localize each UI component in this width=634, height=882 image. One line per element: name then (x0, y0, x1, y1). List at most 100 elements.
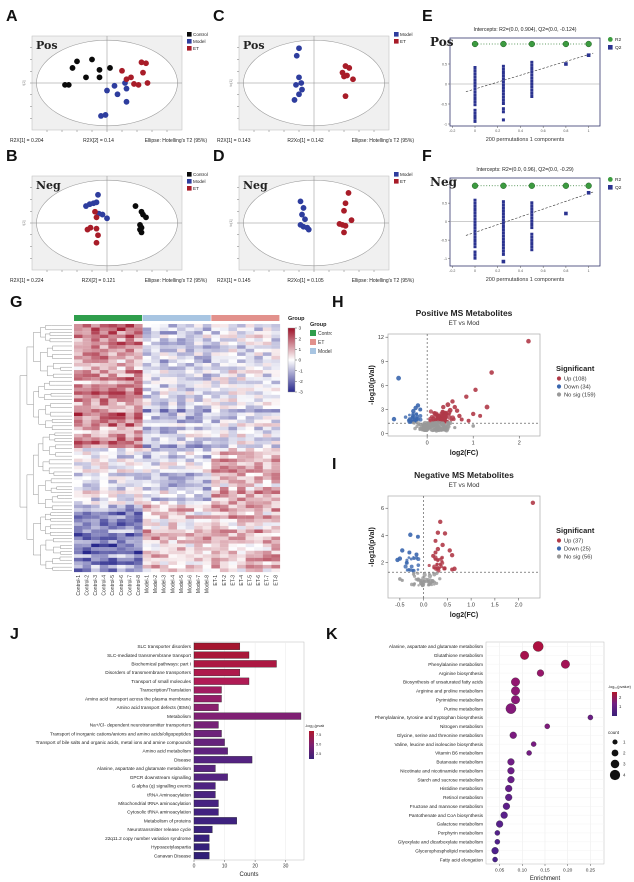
svg-text:1.0: 1.0 (467, 603, 475, 609)
svg-text:Model: Model (400, 172, 413, 177)
panel-E: E Intercepts: R2=(0.0, 0.904), Q2=(0.0, … (422, 8, 632, 148)
svg-text:Cytosolic tRNA aminoacylation: Cytosolic tRNA aminoacylation (127, 810, 191, 815)
svg-text:R2Xo[1] = 0.142: R2Xo[1] = 0.142 (287, 138, 323, 144)
svg-text:Negative MS Metabolites: Negative MS Metabolites (414, 470, 514, 480)
svg-text:1.5: 1.5 (491, 603, 499, 609)
panel-letter-J: J (10, 626, 19, 643)
panel-A: A Pos t[2] Control Model ET R2X[1] = 0.204 R2X… (6, 8, 211, 148)
panel-B-chart: Neg t[2] Control Model ET R2X[1] = 0.224 R2X[2… (10, 172, 208, 284)
svg-text:Control-5: Control-5 (110, 575, 116, 596)
svg-text:Mitochondrial tRNA aminoacylat: Mitochondrial tRNA aminoacylation (118, 801, 191, 806)
svg-text:Fatty acid elongation: Fatty acid elongation (440, 857, 484, 862)
svg-text:Nicotinate and nicotinamide me: Nicotinate and nicotinamide metabolism (400, 768, 483, 773)
panel-F-chart: Intercepts: R2=(0.0, 0.96), Q2=(0.0, -0.… (430, 167, 622, 283)
svg-text:2: 2 (518, 441, 521, 447)
svg-text:R2X[1] = 0.145: R2X[1] = 0.145 (217, 278, 251, 284)
svg-text:ET-4: ET-4 (239, 575, 245, 586)
svg-text:0.8: 0.8 (563, 129, 568, 133)
panel-F: F Intercepts: R2=(0.0, 0.96), Q2=(0.0, -… (422, 148, 632, 292)
svg-text:3: 3 (381, 407, 384, 413)
svg-text:Amino acid transport defects (: Amino acid transport defects (IEMs) (116, 705, 191, 710)
panel-letter-K: K (326, 626, 338, 643)
svg-text:Model: Model (318, 349, 332, 355)
svg-text:Biochemical pathways: part I: Biochemical pathways: part I (131, 662, 191, 667)
svg-text:Vitamin B6 metabolism: Vitamin B6 metabolism (435, 751, 483, 756)
svg-text:Glutathione metabolism: Glutathione metabolism (434, 653, 483, 658)
panel-letter-H: H (332, 294, 344, 311)
svg-text:Biosynthesis of unsaturated fa: Biosynthesis of unsaturated fatty acids (403, 680, 484, 685)
svg-text:Na+/Cl- dependent neurotransmi: Na+/Cl- dependent neurotransmitter trans… (90, 723, 192, 728)
panel-D: D Neg to[1] Model ET R2X[1] = 0.145 R2Xo[1] =… (213, 148, 418, 292)
svg-text:Q2: Q2 (615, 45, 622, 51)
svg-text:2: 2 (381, 561, 384, 567)
svg-text:Model-2: Model-2 (153, 575, 159, 593)
svg-text:Group: Group (288, 316, 305, 322)
panel-I: I Negative MS Metabolites ET vs Mod -0.5 0.… (332, 456, 632, 628)
svg-text:2.0: 2.0 (515, 603, 523, 609)
svg-text:Neurotransmitter release cycle: Neurotransmitter release cycle (127, 827, 191, 832)
svg-text:6: 6 (381, 506, 384, 512)
svg-text:Control: Control (193, 32, 208, 37)
svg-text:-0.5: -0.5 (441, 102, 447, 106)
svg-text:Disorders of transmembrane tra: Disorders of transmembrane transporters (105, 670, 191, 675)
svg-text:Intercepts: R2=(0.0, 0.96), Q2: Intercepts: R2=(0.0, 0.96), Q2=(0.0, -0.… (476, 167, 573, 173)
panel-J: J SLC transporter disorders SLC-mediated … (10, 626, 324, 880)
svg-text:-3: -3 (299, 390, 304, 396)
svg-text:-0.2: -0.2 (449, 269, 455, 273)
svg-text:Counts: Counts (239, 872, 258, 878)
svg-text:t[2]: t[2] (22, 81, 26, 86)
svg-text:5.0: 5.0 (316, 743, 321, 747)
svg-text:-1: -1 (444, 257, 447, 261)
panel-letter-B: B (6, 148, 18, 165)
svg-text:ET-1: ET-1 (213, 575, 219, 586)
svg-text:ET vs Mod: ET vs Mod (449, 320, 480, 327)
svg-text:GPCR downstream signalling: GPCR downstream signalling (130, 775, 192, 780)
svg-text:Intercepts: R2=(0.0, 0.904), Q: Intercepts: R2=(0.0, 0.904), Q2=(0.0, -0… (474, 27, 577, 33)
svg-text:Control-3: Control-3 (93, 575, 99, 596)
svg-text:Retinol metabolism: Retinol metabolism (443, 795, 483, 800)
svg-text:1: 1 (588, 269, 590, 273)
svg-text:Ellipse: Hotelling's T2 (95%): Ellipse: Hotelling's T2 (95%) (352, 278, 415, 284)
svg-text:Neg: Neg (430, 175, 458, 189)
svg-text:Phenylalanine metabolism: Phenylalanine metabolism (428, 662, 483, 667)
svg-text:0.05: 0.05 (495, 868, 505, 874)
panel-letter-D: D (213, 148, 225, 165)
svg-text:R2: R2 (615, 37, 621, 43)
svg-text:0.2: 0.2 (495, 129, 500, 133)
svg-text:Model: Model (193, 39, 206, 44)
svg-text:Transport of small molecules: Transport of small molecules (131, 679, 191, 684)
svg-text:2.5: 2.5 (316, 752, 321, 756)
svg-text:Metabolism of proteins: Metabolism of proteins (144, 818, 192, 823)
svg-text:ET-7: ET-7 (265, 575, 271, 586)
svg-text:Control-1: Control-1 (76, 575, 82, 596)
svg-text:R2: R2 (615, 177, 621, 183)
panel-A-chart: Pos t[2] Control Model ET R2X[1] = 0.204 R2X[2… (10, 32, 208, 144)
panel-letter-I: I (332, 456, 337, 473)
svg-text:Pyrimidine metabolism: Pyrimidine metabolism (436, 697, 483, 702)
svg-text:Glycerophospholipid metabolism: Glycerophospholipid metabolism (415, 848, 483, 853)
svg-text:0.4: 0.4 (518, 269, 523, 273)
svg-text:0.4: 0.4 (518, 129, 523, 133)
svg-text:22q11.2 copy number variation: 22q11.2 copy number variation syndrome (105, 836, 191, 841)
panel-D-chart: Neg to[1] Model ET R2X[1] = 0.145 R2Xo[1] = 0… (217, 172, 415, 284)
svg-text:Model-7: Model-7 (196, 575, 202, 593)
svg-text:ET: ET (318, 340, 324, 346)
svg-text:0.6: 0.6 (541, 129, 546, 133)
svg-text:Ellipse: Hotelling's T2 (95%): Ellipse: Hotelling's T2 (95%) (145, 138, 208, 144)
svg-text:Up (108): Up (108) (564, 377, 587, 383)
svg-text:Butanoate metabolism: Butanoate metabolism (436, 760, 483, 765)
panel-G: G Control-1 Control-2 Control-3 Control-4 Co… (10, 294, 332, 628)
svg-text:-2: -2 (299, 379, 304, 385)
svg-text:Arginine and proline metabolis: Arginine and proline metabolism (416, 689, 483, 694)
svg-text:7.5: 7.5 (316, 733, 321, 737)
svg-text:0: 0 (474, 129, 476, 133)
svg-text:0.5: 0.5 (442, 201, 447, 205)
svg-text:Down (34): Down (34) (564, 385, 591, 391)
svg-text:0.25: 0.25 (586, 868, 596, 874)
svg-text:ET-6: ET-6 (256, 575, 262, 586)
svg-text:Canavan Disease: Canavan Disease (154, 853, 191, 858)
svg-text:-log10(pVal): -log10(pVal) (369, 527, 376, 567)
svg-text:-0.5: -0.5 (441, 238, 447, 242)
panel-letter-C: C (213, 8, 225, 25)
